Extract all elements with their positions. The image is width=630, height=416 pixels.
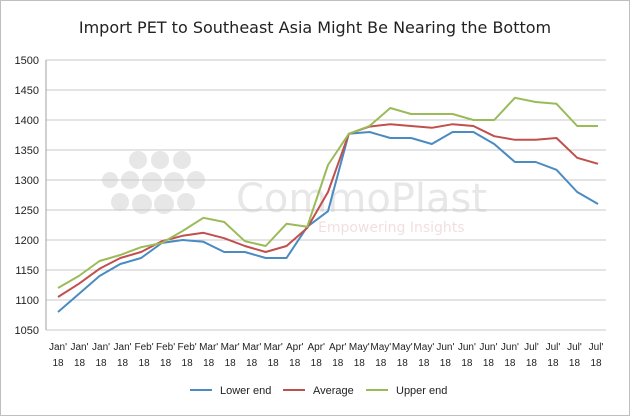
gridlines — [45, 59, 606, 331]
x-tick-year: 18 — [440, 358, 452, 369]
series-line-lower-end — [57, 131, 599, 313]
x-tick-label: Jun' — [501, 342, 519, 353]
x-axis-ticks: Jan' 18 Jan' 18 Jan' 18 Jan' 18 Feb' 18 Feb' 18 Feb'… — [49, 342, 603, 369]
x-tick-label: Jul' — [524, 342, 539, 353]
x-tick-label: Jan' — [114, 342, 132, 353]
y-tick-label: 1500 — [15, 55, 39, 67]
x-tick-year: 18 — [483, 358, 495, 369]
x-tick-label: May' — [370, 342, 391, 353]
y-tick-label: 1050 — [15, 325, 39, 337]
x-tick-label: May' — [413, 342, 434, 353]
x-tick-year: 18 — [397, 358, 409, 369]
watermark-dot — [132, 194, 152, 214]
x-tick-label: May' — [392, 342, 413, 353]
y-tick-label: 1400 — [15, 115, 39, 127]
x-tick-label: Feb' — [178, 342, 197, 353]
watermark-dot — [177, 193, 195, 211]
legend-label: Upper end — [396, 385, 447, 397]
watermark-brand: CommoPlast — [236, 176, 487, 222]
legend-label: Average — [313, 385, 354, 397]
x-tick-label: Jul' — [546, 342, 561, 353]
x-tick-label: Jun' — [436, 342, 454, 353]
x-tick-year: 18 — [117, 358, 129, 369]
watermark-dot — [154, 194, 174, 214]
y-tick-label: 1350 — [15, 145, 39, 157]
watermark-dot — [129, 151, 147, 169]
chart-title: Import PET to Southeast Asia Might Be Ne… — [78, 18, 552, 37]
y-tick-label: 1450 — [15, 85, 39, 97]
y-axis-ticks: 1050 1100 1150 1200 1250 1300 1350 1400 1450 1500 — [15, 55, 39, 337]
x-tick-year: 18 — [203, 358, 215, 369]
x-tick-label: Jul' — [589, 342, 604, 353]
x-tick-label: Apr' — [307, 342, 325, 353]
x-tick-year: 18 — [311, 358, 323, 369]
x-tick-year: 18 — [246, 358, 258, 369]
x-tick-label: Jun' — [479, 342, 497, 353]
x-tick-year: 18 — [418, 358, 430, 369]
x-tick-label: Apr' — [286, 342, 304, 353]
y-tick-label: 1300 — [15, 175, 39, 187]
x-tick-label: Feb' — [135, 342, 154, 353]
watermark-dot — [151, 151, 169, 169]
x-tick-year: 18 — [289, 358, 301, 369]
y-tick-label: 1150 — [15, 265, 39, 277]
x-tick-year: 18 — [354, 358, 366, 369]
watermark-dot — [142, 172, 162, 192]
watermark-dot — [111, 193, 129, 211]
x-tick-label: Jan' — [92, 342, 110, 353]
x-tick-year: 18 — [461, 358, 473, 369]
watermark-dot — [173, 151, 191, 169]
legend: Lower end Average Upper end — [190, 385, 447, 397]
x-tick-label: Jan' — [70, 342, 88, 353]
x-tick-year: 18 — [52, 358, 64, 369]
x-tick-year: 18 — [332, 358, 344, 369]
y-tick-label: 1200 — [15, 235, 39, 247]
x-tick-year: 18 — [375, 358, 387, 369]
x-tick-year: 18 — [160, 358, 172, 369]
x-tick-label: Feb' — [156, 342, 175, 353]
series-line-upper-end — [57, 96, 598, 289]
x-tick-label: Mar' — [221, 342, 240, 353]
x-tick-year: 18 — [526, 358, 538, 369]
x-tick-label: Jul' — [567, 342, 582, 353]
x-tick-label: Mar' — [264, 342, 283, 353]
x-tick-label: Apr' — [329, 342, 347, 353]
x-tick-label: Jun' — [458, 342, 476, 353]
x-tick-year: 18 — [139, 358, 151, 369]
x-tick-year: 18 — [547, 358, 559, 369]
x-tick-label: Jan' — [49, 342, 67, 353]
watermark-tagline: Empowering Insights — [318, 220, 465, 236]
x-tick-year: 18 — [95, 358, 107, 369]
x-tick-year: 18 — [182, 358, 194, 369]
watermark-dot — [164, 172, 184, 192]
x-tick-year: 18 — [504, 358, 516, 369]
x-tick-year: 18 — [225, 358, 237, 369]
series-line-average — [57, 123, 599, 298]
x-tick-label: Mar' — [199, 342, 218, 353]
x-tick-label: May' — [349, 342, 370, 353]
x-tick-year: 18 — [74, 358, 86, 369]
x-tick-year: 18 — [569, 358, 581, 369]
y-tick-label: 1250 — [15, 205, 39, 217]
y-tick-label: 1100 — [15, 295, 39, 307]
x-tick-year: 18 — [590, 358, 602, 369]
x-tick-year: 18 — [268, 358, 280, 369]
x-tick-label: Mar' — [242, 342, 261, 353]
series-lines — [57, 96, 599, 313]
legend-label: Lower end — [220, 385, 271, 397]
